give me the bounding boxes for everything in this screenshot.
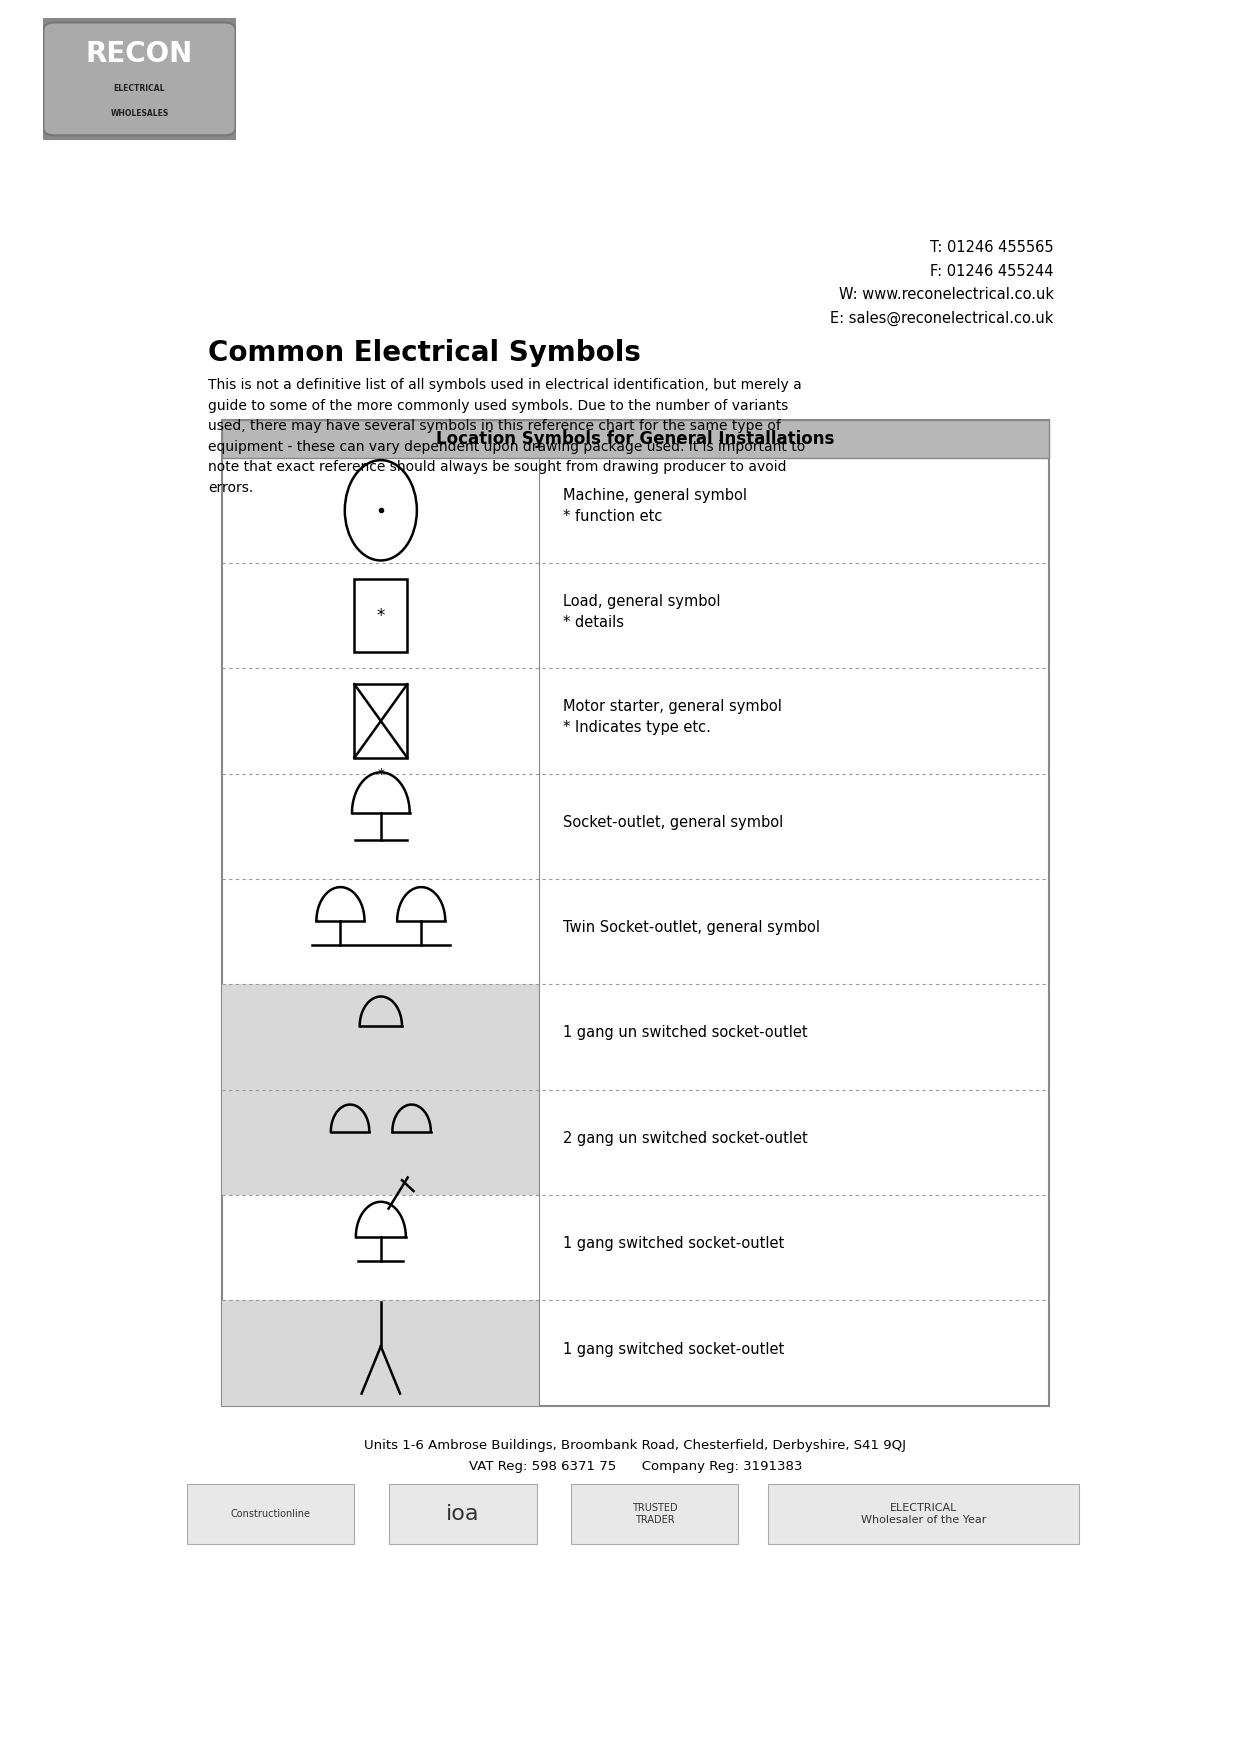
FancyBboxPatch shape — [768, 1484, 1080, 1544]
Text: Location Symbols for General Installations: Location Symbols for General Installatio… — [436, 430, 835, 447]
Text: WHOLESALES: WHOLESALES — [110, 109, 169, 118]
FancyBboxPatch shape — [572, 1484, 738, 1544]
FancyBboxPatch shape — [222, 1300, 539, 1405]
Text: Load, general symbol
* details: Load, general symbol * details — [563, 593, 720, 630]
FancyBboxPatch shape — [355, 579, 407, 652]
Text: 1 gang switched socket-outlet: 1 gang switched socket-outlet — [563, 1342, 785, 1356]
FancyBboxPatch shape — [388, 1484, 537, 1544]
Text: ioa: ioa — [445, 1503, 480, 1524]
Text: ELECTRICAL
Wholesaler of the Year: ELECTRICAL Wholesaler of the Year — [861, 1503, 987, 1524]
Text: Socket-outlet, general symbol: Socket-outlet, general symbol — [563, 816, 784, 830]
Text: 1 gang un switched socket-outlet: 1 gang un switched socket-outlet — [563, 1026, 808, 1040]
Text: 1 gang switched socket-outlet: 1 gang switched socket-outlet — [563, 1237, 785, 1251]
FancyBboxPatch shape — [222, 984, 539, 1089]
Text: 2 gang un switched socket-outlet: 2 gang un switched socket-outlet — [563, 1131, 808, 1145]
Text: Constructionline: Constructionline — [231, 1508, 310, 1519]
FancyBboxPatch shape — [32, 12, 247, 146]
FancyBboxPatch shape — [187, 1484, 353, 1544]
Text: *: * — [377, 607, 386, 624]
Text: Units 1-6 Ambrose Buildings, Broombank Road, Chesterfield, Derbyshire, S41 9QJ
V: Units 1-6 Ambrose Buildings, Broombank R… — [365, 1438, 906, 1473]
FancyBboxPatch shape — [222, 419, 1049, 458]
Text: TRUSTED
TRADER: TRUSTED TRADER — [632, 1503, 677, 1524]
Text: RECON: RECON — [86, 40, 193, 68]
Text: *: * — [377, 766, 384, 781]
FancyBboxPatch shape — [222, 1089, 539, 1194]
Text: This is not a definitive list of all symbols used in electrical identification, : This is not a definitive list of all sym… — [208, 377, 805, 495]
Text: Machine, general symbol
* function etc: Machine, general symbol * function etc — [563, 488, 748, 524]
Text: Common Electrical Symbols: Common Electrical Symbols — [208, 339, 641, 367]
FancyBboxPatch shape — [355, 684, 407, 758]
Text: T: 01246 455565
F: 01246 455244
W: www.reconelectrical.co.uk
E: sales@reconelect: T: 01246 455565 F: 01246 455244 W: www.r… — [830, 240, 1054, 326]
Text: Motor starter, general symbol
* Indicates type etc.: Motor starter, general symbol * Indicate… — [563, 698, 782, 735]
Text: Twin Socket-outlet, general symbol: Twin Socket-outlet, general symbol — [563, 921, 821, 935]
FancyBboxPatch shape — [43, 23, 236, 135]
Text: ELECTRICAL: ELECTRICAL — [114, 84, 165, 93]
